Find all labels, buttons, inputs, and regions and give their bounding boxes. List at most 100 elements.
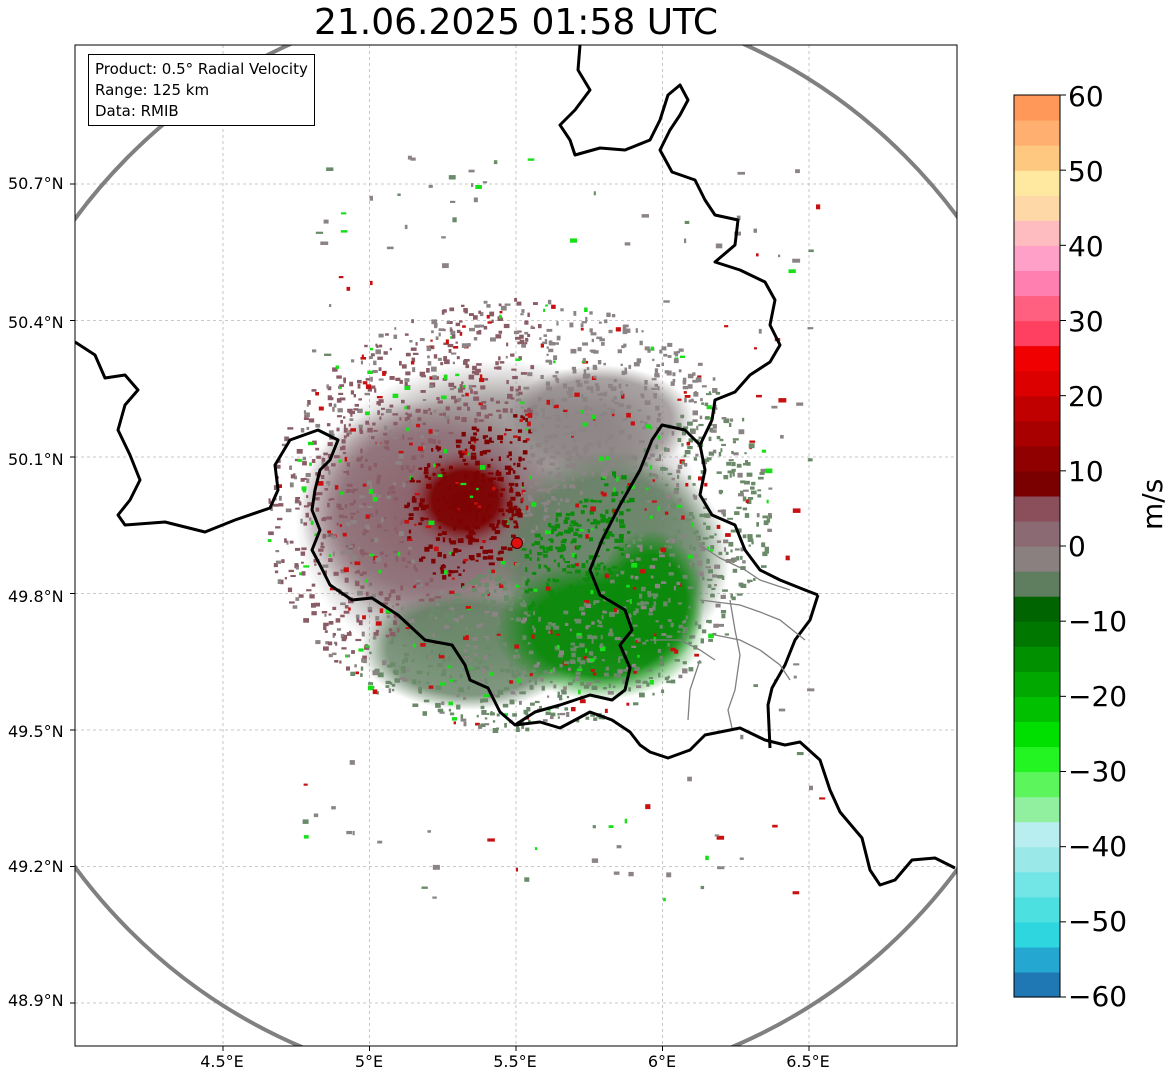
echo-pixel (523, 467, 527, 470)
echo-pixel (357, 408, 363, 413)
echo-pixel (491, 536, 497, 540)
echo-pixel (340, 230, 348, 233)
echo-pixel (448, 487, 453, 490)
echo-pixel (311, 583, 316, 587)
echo-pixel (368, 466, 372, 471)
echo-pixel (510, 496, 516, 501)
echo-pixel (544, 530, 548, 535)
echo-pixel (402, 678, 408, 682)
echo-pixel (340, 614, 345, 618)
echo-pixel (644, 508, 647, 511)
echo-pixel (707, 546, 710, 550)
echo-pixel (709, 549, 714, 552)
echo-pixel (732, 471, 735, 477)
echo-pixel (795, 169, 800, 174)
echo-pixel (372, 493, 377, 498)
echo-pixel (664, 511, 669, 515)
echo-pixel (437, 593, 440, 596)
echo-pixel (340, 419, 343, 424)
echo-pixel (659, 661, 665, 666)
echo-pixel (346, 286, 351, 291)
echo-pixel (338, 459, 342, 463)
echo-pixel (731, 596, 736, 601)
echo-pixel (575, 528, 579, 532)
echo-pixel (533, 664, 539, 668)
echo-pixel (433, 409, 437, 413)
echo-pixel (600, 562, 604, 565)
echo-pixel (657, 435, 661, 440)
echo-pixel (448, 656, 452, 661)
echo-pixel (378, 591, 384, 596)
echo-pixel (382, 602, 388, 605)
echo-pixel (546, 416, 552, 420)
data-source-label: Data: RMIB (95, 102, 179, 120)
echo-pixel (565, 450, 572, 455)
echo-pixel (343, 471, 349, 474)
echo-pixel (367, 606, 373, 612)
echo-pixel (378, 378, 384, 381)
echo-pixel (307, 400, 311, 405)
echo-pixel (522, 450, 528, 455)
echo-pixel (653, 393, 658, 396)
echo-pixel (555, 533, 559, 537)
echo-pixel (330, 397, 334, 401)
echo-pixel (510, 601, 514, 606)
echo-pixel (574, 554, 577, 559)
echo-pixel (679, 540, 683, 545)
echo-pixel (612, 509, 618, 513)
echo-pixel (289, 601, 295, 604)
echo-pixel (618, 658, 621, 663)
echo-pixel (695, 530, 699, 534)
echo-pixel (412, 679, 417, 685)
product-label: Product: 0.5° Radial Velocity (95, 60, 308, 78)
echo-pixel (585, 534, 589, 539)
echo-pixel (756, 394, 762, 398)
echo-pixel (295, 597, 300, 601)
colorbar-segment (1014, 871, 1060, 898)
echo-pixel (380, 517, 384, 523)
echo-pixel (584, 577, 591, 583)
echo-pixel (353, 394, 356, 398)
echo-pixel (323, 646, 329, 651)
echo-pixel (661, 633, 667, 636)
echo-pixel (500, 668, 505, 672)
echo-pixel (327, 641, 333, 646)
echo-pixel (443, 570, 447, 575)
echo-pixel (601, 342, 605, 346)
echo-pixel (310, 520, 314, 525)
echo-pixel (473, 391, 478, 395)
echo-pixel (493, 627, 498, 631)
echo-pixel (432, 633, 435, 637)
echo-pixel (475, 722, 480, 726)
echo-pixel (500, 305, 507, 311)
echo-pixel (359, 495, 365, 499)
echo-pixel (481, 710, 487, 715)
echo-pixel (687, 475, 692, 480)
echo-pixel (543, 501, 549, 505)
echo-pixel (654, 373, 660, 376)
echo-pixel (470, 455, 477, 460)
echo-pixel (453, 385, 457, 389)
echo-pixel (431, 366, 437, 372)
echo-pixel (540, 677, 544, 682)
echo-pixel (308, 418, 315, 423)
echo-pixel (432, 375, 437, 381)
echo-pixel (529, 475, 532, 480)
echo-pixel (573, 311, 577, 316)
colorbar-tick-label: −40 (1068, 830, 1128, 863)
echo-pixel (343, 592, 349, 595)
echo-pixel (586, 367, 590, 371)
echo-pixel (521, 580, 525, 584)
echo-pixel (450, 638, 455, 642)
echo-pixel (413, 643, 416, 648)
echo-pixel (651, 378, 657, 381)
echo-pixel (459, 453, 464, 458)
echo-pixel (327, 484, 330, 487)
echo-pixel (523, 611, 528, 615)
echo-pixel (583, 452, 587, 455)
echo-pixel (808, 249, 814, 253)
echo-pixel (350, 390, 354, 395)
echo-pixel (613, 871, 620, 875)
echo-pixel (595, 520, 601, 525)
echo-pixel (328, 402, 332, 407)
